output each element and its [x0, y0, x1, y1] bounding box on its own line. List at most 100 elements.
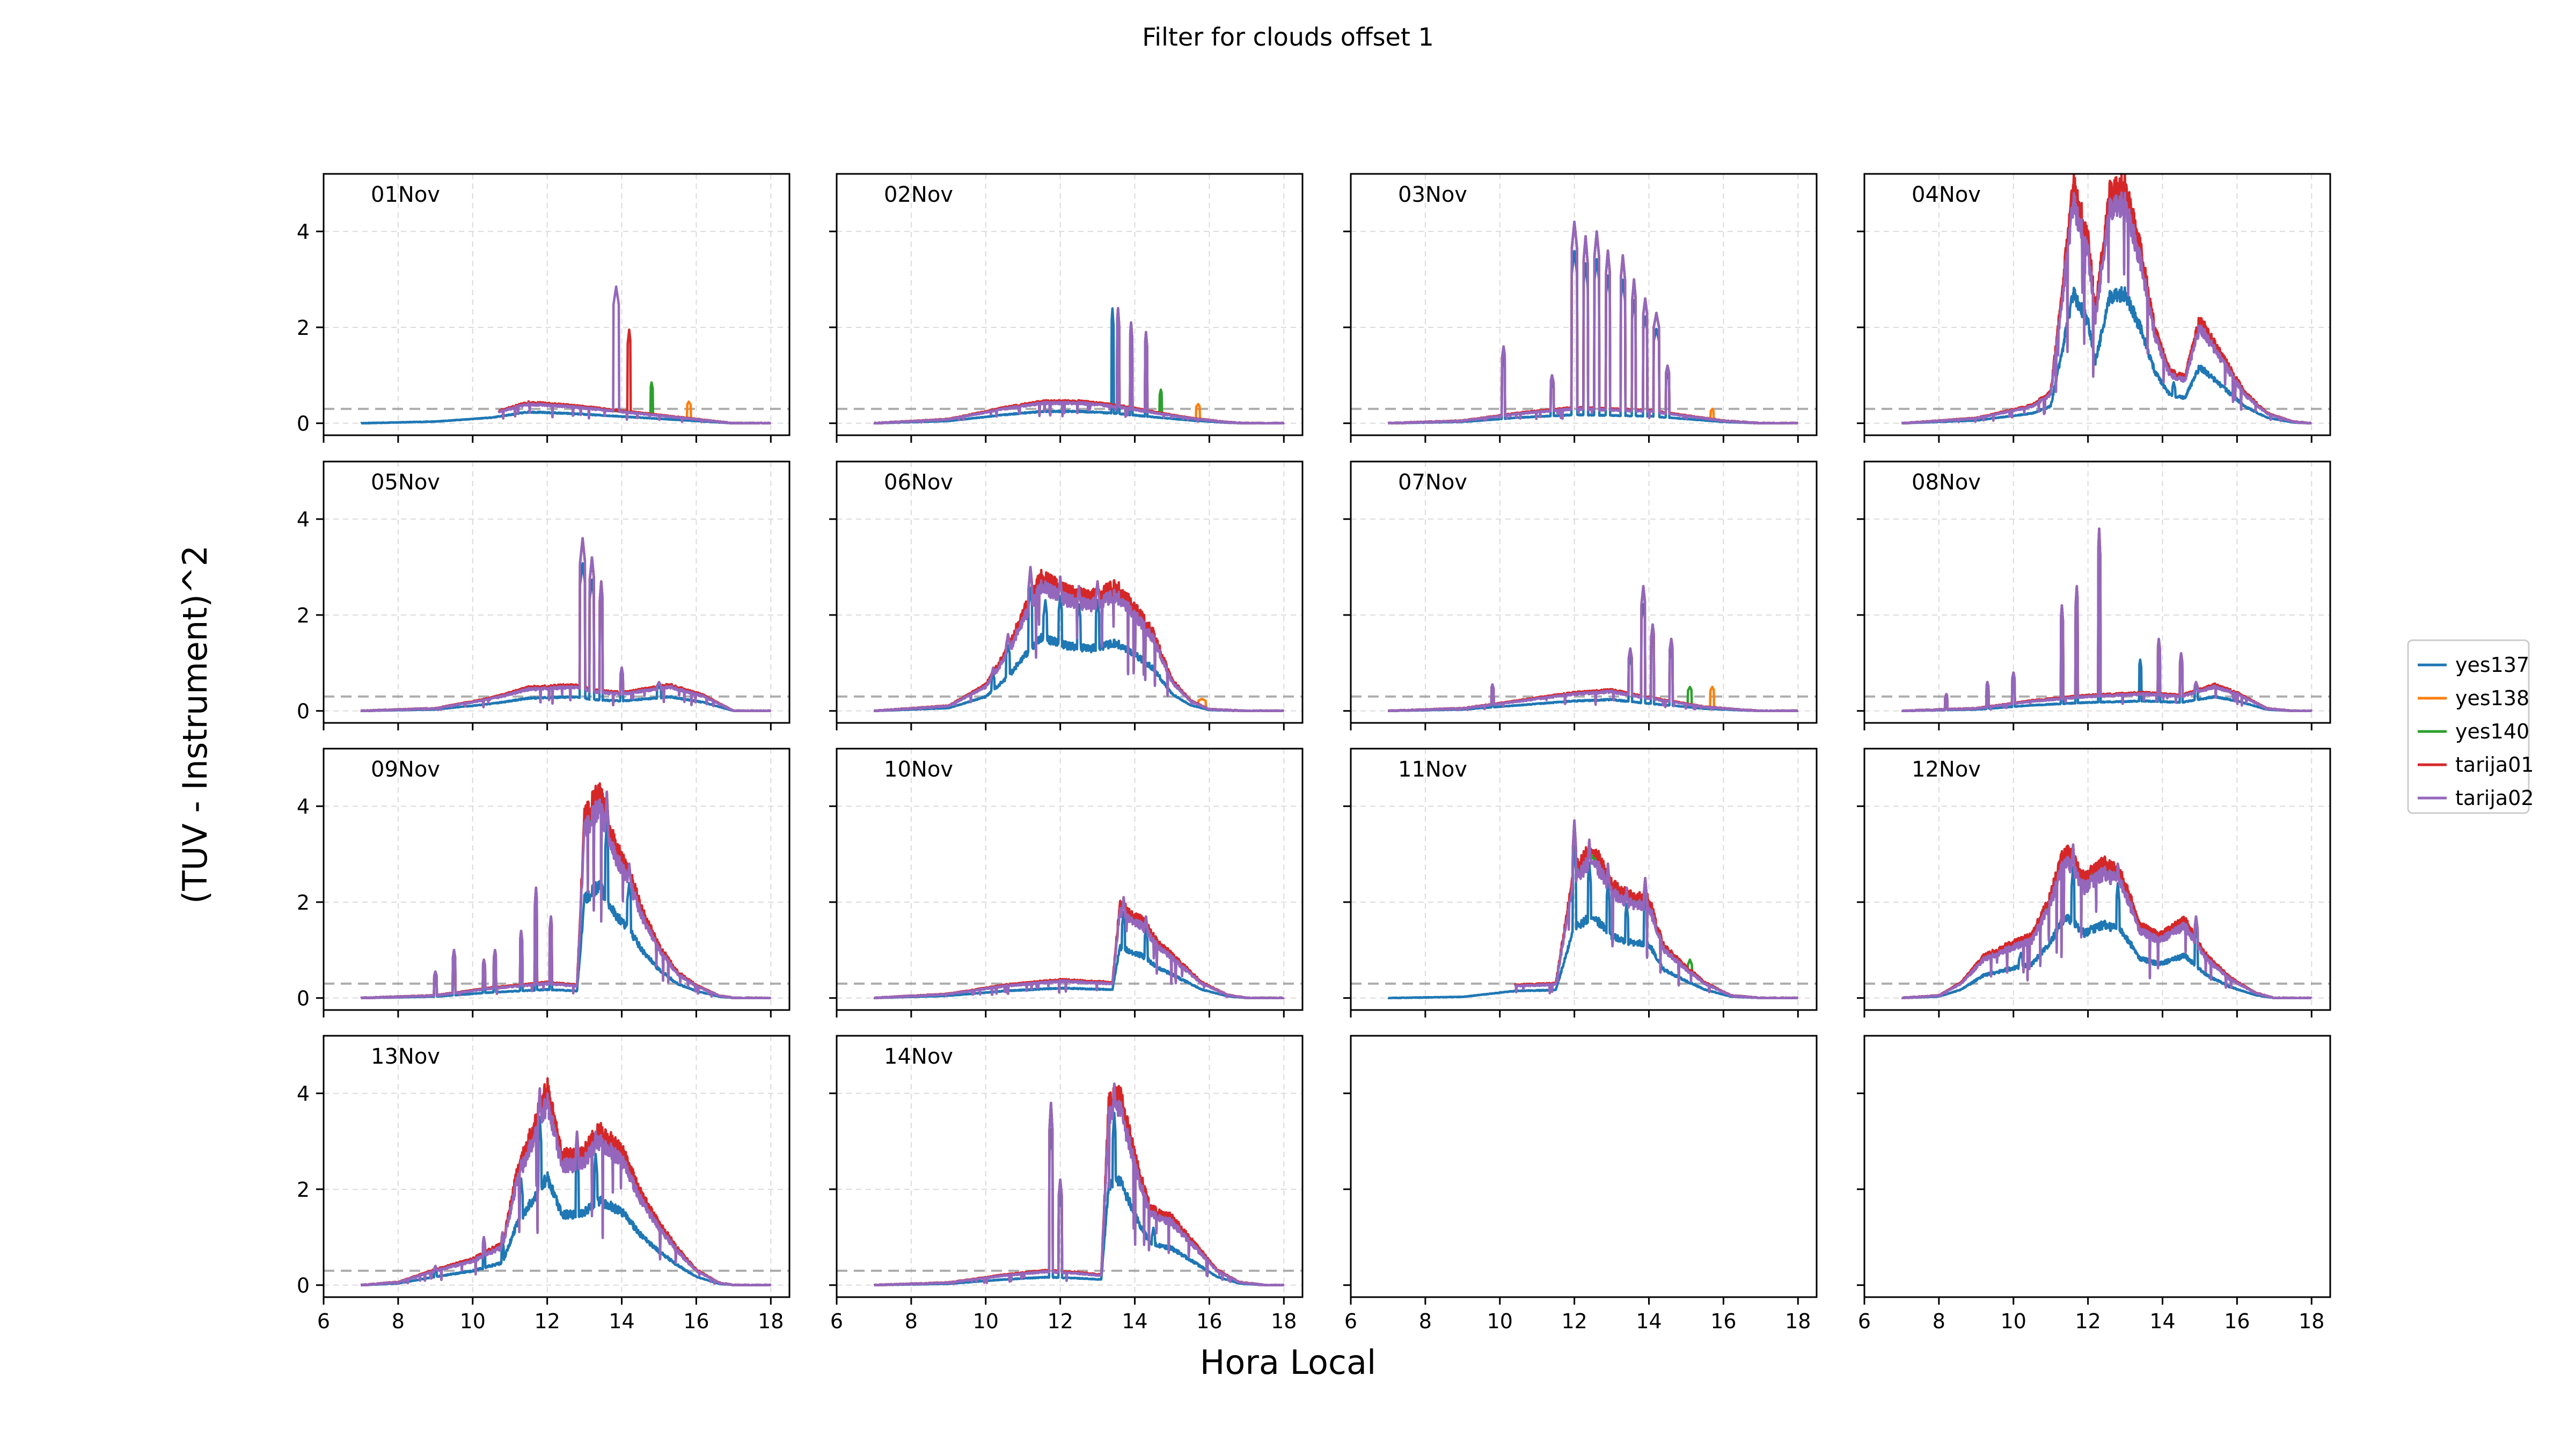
- axes-frame: [323, 460, 791, 724]
- subplot-08Nov: 08Nov: [1857, 460, 2331, 730]
- series-line-tarija02: [1513, 819, 1799, 999]
- legend-entry-yes138: yes138: [2455, 686, 2529, 710]
- legend: yes137 yes138 yes140 tarija01 tarija02: [2407, 639, 2534, 814]
- axes-frame: [1350, 460, 1818, 724]
- axes-frame: [323, 173, 791, 436]
- axes-frame: [1863, 1035, 2331, 1298]
- subplot-empty-15: 6 8 10 12 14 16 18: [1857, 1035, 2331, 1333]
- axes-frame: [836, 748, 1304, 1011]
- subplot-13Nov: 13Nov 0 2 4 6 8 10 12 14 16 18: [297, 1035, 791, 1333]
- series-line-yes137: [360, 1116, 772, 1286]
- x-tick-label: 8: [1933, 1309, 1945, 1333]
- panel-label: 12Nov: [1912, 757, 1981, 782]
- subplot-01Nov: 01Nov 0 2 4: [297, 173, 791, 443]
- x-tick-label: 14: [1636, 1309, 1662, 1333]
- subplot-04Nov: 04Nov: [1857, 172, 2331, 443]
- series-line-tarija02: [360, 791, 772, 999]
- series-line-tarija02: [1900, 191, 2312, 425]
- x-tick-label: 6: [1344, 1309, 1357, 1333]
- legend-box: [2407, 639, 2530, 814]
- panel-label: 13Nov: [371, 1044, 440, 1069]
- y-tick-label: 2: [297, 1178, 310, 1202]
- y-tick-label: 0: [297, 1274, 310, 1298]
- subplot-grid: 01Nov 0 2 4 02Nov 03Nov 04Nov 05Nov 0 2 4 06Nov 07No…: [297, 172, 2331, 1333]
- y-tick-label: 4: [297, 1082, 310, 1106]
- panel-label: 14Nov: [884, 1044, 953, 1069]
- panel-label: 08Nov: [1912, 470, 1981, 495]
- subplot-09Nov: 09Nov 0 2 4: [297, 748, 791, 1018]
- y-tick-label: 2: [297, 316, 310, 340]
- axes-frame: [1863, 460, 2331, 724]
- x-tick-label: 10: [1487, 1309, 1513, 1333]
- x-tick-label: 8: [905, 1309, 918, 1333]
- series-line-tarija02: [1900, 843, 2312, 999]
- subplot-03Nov: 03Nov: [1343, 173, 1818, 443]
- axes-frame: [1350, 1035, 1818, 1298]
- axes-frame: [836, 173, 1304, 436]
- x-tick-label: 18: [2299, 1309, 2324, 1333]
- panel-label: 06Nov: [884, 470, 953, 495]
- panel-label: 09Nov: [371, 757, 440, 782]
- y-tick-label: 0: [297, 412, 310, 436]
- y-tick-label: 0: [297, 987, 310, 1011]
- y-tick-label: 2: [297, 891, 310, 914]
- x-tick-label: 10: [2001, 1309, 2026, 1333]
- panel-label: 05Nov: [371, 470, 440, 495]
- x-tick-label: 12: [1047, 1309, 1073, 1333]
- axes-frame: [1863, 748, 2331, 1011]
- x-tick-label: 12: [2075, 1309, 2101, 1333]
- subplot-12Nov: 12Nov: [1857, 748, 2331, 1018]
- x-tick-label: 16: [1196, 1309, 1222, 1333]
- x-tick-label: 16: [1710, 1309, 1736, 1333]
- panel-label: 11Nov: [1398, 757, 1467, 782]
- axes-frame: [323, 1035, 791, 1298]
- y-tick-label: 4: [297, 220, 310, 244]
- series-line-tarija02: [497, 285, 772, 425]
- y-tick-label: 2: [297, 604, 310, 627]
- subplot-empty-14: 6 8 10 12 14 16 18: [1343, 1035, 1818, 1333]
- series-line-tarija02: [1900, 527, 2312, 712]
- legend-entry-yes140: yes140: [2455, 720, 2529, 743]
- x-tick-label: 14: [2149, 1309, 2175, 1333]
- series-line-tarija02: [360, 537, 772, 712]
- axes-frame: [1350, 748, 1818, 1011]
- panel-label: 04Nov: [1912, 182, 1981, 207]
- axes-frame: [836, 460, 1304, 724]
- panel-label: 01Nov: [371, 182, 440, 207]
- series-line-yes137: [873, 910, 1285, 999]
- subplot-10Nov: 10Nov: [829, 748, 1304, 1018]
- x-tick-label: 6: [317, 1309, 330, 1333]
- panel-label: 07Nov: [1398, 470, 1467, 495]
- subplot-02Nov: 02Nov: [829, 173, 1304, 443]
- panel-label: 02Nov: [884, 182, 953, 207]
- subplot-05Nov: 05Nov 0 2 4: [297, 460, 791, 730]
- x-tick-label: 12: [1561, 1309, 1587, 1333]
- series-line-tarija02: [873, 896, 1285, 999]
- x-tick-label: 10: [973, 1309, 999, 1333]
- series-line-tarija02: [873, 306, 1285, 425]
- subplot-11Nov: 11Nov: [1343, 748, 1818, 1018]
- panel-label: 03Nov: [1398, 182, 1467, 207]
- x-tick-label: 8: [392, 1309, 405, 1333]
- legend-entry-yes137: yes137: [2455, 653, 2529, 677]
- subplot-14Nov: 14Nov 6 8 10 12 14 16 18: [829, 1035, 1304, 1333]
- subplot-07Nov: 07Nov: [1343, 460, 1818, 730]
- x-tick-label: 14: [609, 1309, 634, 1333]
- y-tick-label: 0: [297, 700, 310, 723]
- series-line-tarija02: [360, 1087, 772, 1286]
- axes-frame: [323, 748, 791, 1011]
- series-line-yes137: [1900, 286, 2312, 425]
- x-tick-label: 6: [830, 1309, 843, 1333]
- series-line-tarija02: [1387, 221, 1799, 425]
- series-line-yes137: [1900, 865, 2312, 999]
- panel-label: 10Nov: [884, 757, 953, 782]
- axes-frame: [1863, 173, 2331, 436]
- axes-frame: [1350, 173, 1818, 436]
- x-tick-label: 18: [1271, 1309, 1297, 1333]
- x-tick-label: 18: [1785, 1309, 1811, 1333]
- x-tick-label: 6: [1858, 1309, 1871, 1333]
- chart-title: Filter for clouds offset 1: [1142, 23, 1434, 52]
- y-axis-label: (TUV - Instrument)^2: [175, 545, 215, 904]
